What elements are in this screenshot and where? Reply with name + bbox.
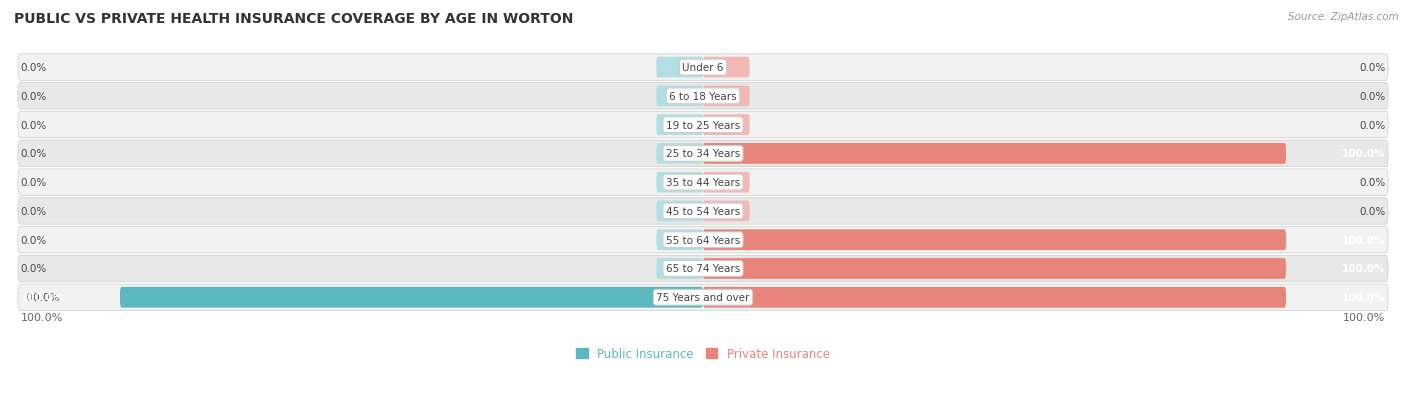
Text: 0.0%: 0.0% <box>1360 206 1385 216</box>
Text: 0.0%: 0.0% <box>1360 63 1385 73</box>
FancyBboxPatch shape <box>18 55 1388 81</box>
FancyBboxPatch shape <box>18 141 1388 167</box>
FancyBboxPatch shape <box>703 259 1286 279</box>
FancyBboxPatch shape <box>703 144 1286 164</box>
Text: 55 to 64 Years: 55 to 64 Years <box>666 235 740 245</box>
Text: 100.0%: 100.0% <box>1341 264 1385 274</box>
Text: 0.0%: 0.0% <box>21 92 46 102</box>
Text: 0.0%: 0.0% <box>1360 120 1385 131</box>
FancyBboxPatch shape <box>703 201 749 222</box>
FancyBboxPatch shape <box>657 172 703 193</box>
FancyBboxPatch shape <box>18 284 1388 311</box>
FancyBboxPatch shape <box>657 115 703 135</box>
FancyBboxPatch shape <box>18 169 1388 196</box>
Text: 100.0%: 100.0% <box>1341 235 1385 245</box>
FancyBboxPatch shape <box>703 115 749 135</box>
FancyBboxPatch shape <box>18 198 1388 225</box>
Text: 19 to 25 Years: 19 to 25 Years <box>666 120 740 131</box>
FancyBboxPatch shape <box>657 259 703 279</box>
Text: Under 6: Under 6 <box>682 63 724 73</box>
FancyBboxPatch shape <box>703 57 749 78</box>
Text: PUBLIC VS PRIVATE HEALTH INSURANCE COVERAGE BY AGE IN WORTON: PUBLIC VS PRIVATE HEALTH INSURANCE COVER… <box>14 12 574 26</box>
Text: 0.0%: 0.0% <box>1360 92 1385 102</box>
Text: 6 to 18 Years: 6 to 18 Years <box>669 92 737 102</box>
Text: 0.0%: 0.0% <box>21 178 46 188</box>
Text: 45 to 54 Years: 45 to 54 Years <box>666 206 740 216</box>
Text: 25 to 34 Years: 25 to 34 Years <box>666 149 740 159</box>
Text: 100.0%: 100.0% <box>1341 149 1385 159</box>
FancyBboxPatch shape <box>18 112 1388 138</box>
Text: 35 to 44 Years: 35 to 44 Years <box>666 178 740 188</box>
Text: 65 to 74 Years: 65 to 74 Years <box>666 264 740 274</box>
Text: 100.0%: 100.0% <box>1343 313 1385 323</box>
Legend: Public Insurance, Private Insurance: Public Insurance, Private Insurance <box>571 342 835 365</box>
FancyBboxPatch shape <box>703 86 749 107</box>
FancyBboxPatch shape <box>657 86 703 107</box>
Text: 0.0%: 0.0% <box>21 63 46 73</box>
Text: 100.0%: 100.0% <box>1341 292 1385 302</box>
FancyBboxPatch shape <box>657 57 703 78</box>
FancyBboxPatch shape <box>657 144 703 164</box>
Text: 100.0%: 100.0% <box>21 313 63 323</box>
Text: 0.0%: 0.0% <box>1360 178 1385 188</box>
FancyBboxPatch shape <box>703 287 1286 308</box>
FancyBboxPatch shape <box>120 287 703 308</box>
Text: 0.0%: 0.0% <box>21 120 46 131</box>
Text: 100.0%: 100.0% <box>21 292 65 302</box>
FancyBboxPatch shape <box>18 83 1388 110</box>
FancyBboxPatch shape <box>18 256 1388 282</box>
FancyBboxPatch shape <box>657 230 703 250</box>
FancyBboxPatch shape <box>703 172 749 193</box>
Text: 0.0%: 0.0% <box>21 149 46 159</box>
FancyBboxPatch shape <box>703 230 1286 250</box>
Text: 100.0%: 100.0% <box>21 292 60 302</box>
FancyBboxPatch shape <box>657 201 703 222</box>
Text: Source: ZipAtlas.com: Source: ZipAtlas.com <box>1288 12 1399 22</box>
Text: 0.0%: 0.0% <box>21 235 46 245</box>
Text: 0.0%: 0.0% <box>21 206 46 216</box>
Text: 75 Years and over: 75 Years and over <box>657 292 749 302</box>
FancyBboxPatch shape <box>18 227 1388 253</box>
Text: 0.0%: 0.0% <box>21 264 46 274</box>
